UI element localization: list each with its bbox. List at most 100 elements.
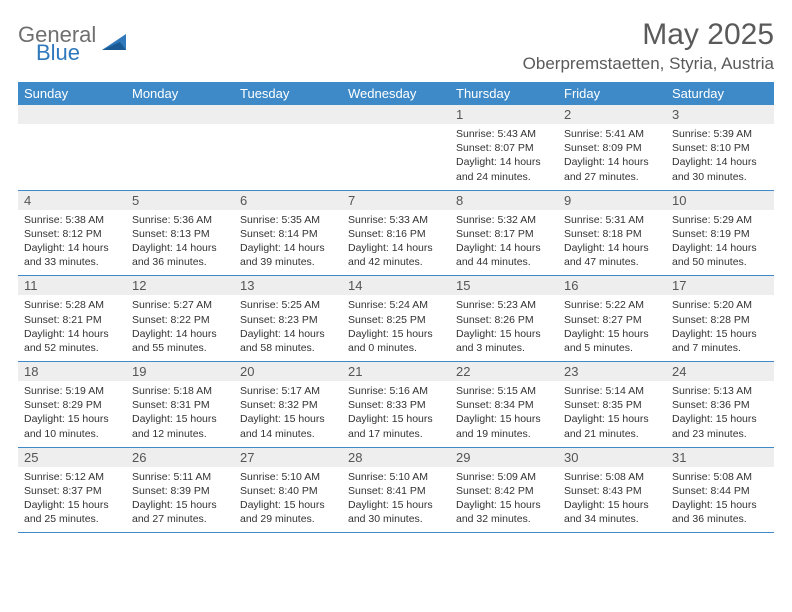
calendar-cell: 18Sunrise: 5:19 AMSunset: 8:29 PMDayligh… — [18, 362, 126, 448]
sunrise-label: Sunrise: — [240, 471, 281, 483]
sunrise-label: Sunrise: — [564, 128, 605, 140]
sunrise-label: Sunrise: — [456, 471, 497, 483]
day-number — [234, 105, 342, 124]
calendar-cell: 25Sunrise: 5:12 AMSunset: 8:37 PMDayligh… — [18, 447, 126, 533]
calendar-cell: 13Sunrise: 5:25 AMSunset: 8:23 PMDayligh… — [234, 276, 342, 362]
sunset-value: 8:32 PM — [279, 399, 318, 411]
day-number: 17 — [666, 276, 774, 295]
sunset-label: Sunset: — [24, 399, 63, 411]
day-number: 10 — [666, 191, 774, 210]
daylight-label: Daylight: — [672, 413, 716, 425]
day-number: 8 — [450, 191, 558, 210]
day-details: Sunrise: 5:15 AMSunset: 8:34 PMDaylight:… — [450, 381, 558, 447]
calendar-cell: 15Sunrise: 5:23 AMSunset: 8:26 PMDayligh… — [450, 276, 558, 362]
sunset-label: Sunset: — [132, 228, 171, 240]
sunset-label: Sunset: — [132, 314, 171, 326]
sunrise-value: 5:31 AM — [605, 214, 644, 226]
daylight-label: Daylight: — [348, 413, 392, 425]
sunrise-value: 5:10 AM — [281, 471, 320, 483]
sunset-label: Sunset: — [456, 142, 495, 154]
day-number: 20 — [234, 362, 342, 381]
sunset-value: 8:40 PM — [279, 485, 318, 497]
calendar-cell: 30Sunrise: 5:08 AMSunset: 8:43 PMDayligh… — [558, 447, 666, 533]
sunrise-value: 5:14 AM — [605, 385, 644, 397]
sunset-value: 8:17 PM — [495, 228, 534, 240]
daylight-label: Daylight: — [240, 499, 284, 511]
day-details: Sunrise: 5:35 AMSunset: 8:14 PMDaylight:… — [234, 210, 342, 276]
day-number: 1 — [450, 105, 558, 124]
day-details: Sunrise: 5:25 AMSunset: 8:23 PMDaylight:… — [234, 295, 342, 361]
sunrise-label: Sunrise: — [564, 214, 605, 226]
calendar-cell: 7Sunrise: 5:33 AMSunset: 8:16 PMDaylight… — [342, 190, 450, 276]
sunrise-label: Sunrise: — [132, 299, 173, 311]
sunrise-value: 5:09 AM — [497, 471, 536, 483]
calendar-cell: 9Sunrise: 5:31 AMSunset: 8:18 PMDaylight… — [558, 190, 666, 276]
day-number: 22 — [450, 362, 558, 381]
calendar-cell: 27Sunrise: 5:10 AMSunset: 8:40 PMDayligh… — [234, 447, 342, 533]
calendar-cell: 29Sunrise: 5:09 AMSunset: 8:42 PMDayligh… — [450, 447, 558, 533]
day-number: 29 — [450, 448, 558, 467]
day-number: 15 — [450, 276, 558, 295]
calendar-cell: 14Sunrise: 5:24 AMSunset: 8:25 PMDayligh… — [342, 276, 450, 362]
calendar-week: 11Sunrise: 5:28 AMSunset: 8:21 PMDayligh… — [18, 276, 774, 362]
day-details: Sunrise: 5:17 AMSunset: 8:32 PMDaylight:… — [234, 381, 342, 447]
sunrise-value: 5:24 AM — [389, 299, 428, 311]
sunset-value: 8:18 PM — [603, 228, 642, 240]
calendar-cell: 3Sunrise: 5:39 AMSunset: 8:10 PMDaylight… — [666, 105, 774, 190]
calendar-cell: 4Sunrise: 5:38 AMSunset: 8:12 PMDaylight… — [18, 190, 126, 276]
calendar-cell: 6Sunrise: 5:35 AMSunset: 8:14 PMDaylight… — [234, 190, 342, 276]
daylight-label: Daylight: — [132, 499, 176, 511]
header: General Blue May 2025 Oberpremstaetten, … — [18, 18, 774, 74]
daylight-label: Daylight: — [132, 242, 176, 254]
daylight-label: Daylight: — [456, 242, 500, 254]
calendar-cell: 28Sunrise: 5:10 AMSunset: 8:41 PMDayligh… — [342, 447, 450, 533]
calendar-cell: 23Sunrise: 5:14 AMSunset: 8:35 PMDayligh… — [558, 362, 666, 448]
sunset-value: 8:35 PM — [603, 399, 642, 411]
day-details: Sunrise: 5:24 AMSunset: 8:25 PMDaylight:… — [342, 295, 450, 361]
day-details: Sunrise: 5:10 AMSunset: 8:40 PMDaylight:… — [234, 467, 342, 533]
sunrise-label: Sunrise: — [564, 385, 605, 397]
sunrise-label: Sunrise: — [564, 471, 605, 483]
day-number — [342, 105, 450, 124]
sunset-value: 8:36 PM — [711, 399, 750, 411]
day-number: 19 — [126, 362, 234, 381]
day-details: Sunrise: 5:19 AMSunset: 8:29 PMDaylight:… — [18, 381, 126, 447]
month-title: May 2025 — [523, 18, 774, 52]
day-details: Sunrise: 5:28 AMSunset: 8:21 PMDaylight:… — [18, 295, 126, 361]
sunset-label: Sunset: — [240, 399, 279, 411]
location: Oberpremstaetten, Styria, Austria — [523, 54, 774, 74]
day-number: 24 — [666, 362, 774, 381]
day-details: Sunrise: 5:11 AMSunset: 8:39 PMDaylight:… — [126, 467, 234, 533]
sunrise-label: Sunrise: — [456, 385, 497, 397]
daylight-label: Daylight: — [348, 499, 392, 511]
sunrise-value: 5:23 AM — [497, 299, 536, 311]
sunrise-value: 5:16 AM — [389, 385, 428, 397]
sunset-value: 8:31 PM — [171, 399, 210, 411]
daylight-label: Daylight: — [672, 499, 716, 511]
daylight-label: Daylight: — [456, 499, 500, 511]
sunset-label: Sunset: — [24, 485, 63, 497]
sunrise-label: Sunrise: — [456, 299, 497, 311]
day-number: 23 — [558, 362, 666, 381]
calendar-cell — [18, 105, 126, 190]
sunrise-value: 5:12 AM — [65, 471, 104, 483]
sunrise-value: 5:39 AM — [713, 128, 752, 140]
daylight-label: Daylight: — [24, 242, 68, 254]
sunrise-label: Sunrise: — [240, 385, 281, 397]
calendar-week: 18Sunrise: 5:19 AMSunset: 8:29 PMDayligh… — [18, 362, 774, 448]
sunset-value: 8:25 PM — [387, 314, 426, 326]
sunset-label: Sunset: — [672, 314, 711, 326]
sunset-label: Sunset: — [564, 399, 603, 411]
day-number: 9 — [558, 191, 666, 210]
day-details: Sunrise: 5:32 AMSunset: 8:17 PMDaylight:… — [450, 210, 558, 276]
sunset-value: 8:28 PM — [711, 314, 750, 326]
sunrise-value: 5:20 AM — [713, 299, 752, 311]
sunset-value: 8:19 PM — [711, 228, 750, 240]
sunset-value: 8:27 PM — [603, 314, 642, 326]
sunset-value: 8:07 PM — [495, 142, 534, 154]
day-number: 5 — [126, 191, 234, 210]
day-details: Sunrise: 5:08 AMSunset: 8:44 PMDaylight:… — [666, 467, 774, 533]
daylight-label: Daylight: — [24, 499, 68, 511]
sunset-value: 8:37 PM — [63, 485, 102, 497]
sunset-value: 8:22 PM — [171, 314, 210, 326]
